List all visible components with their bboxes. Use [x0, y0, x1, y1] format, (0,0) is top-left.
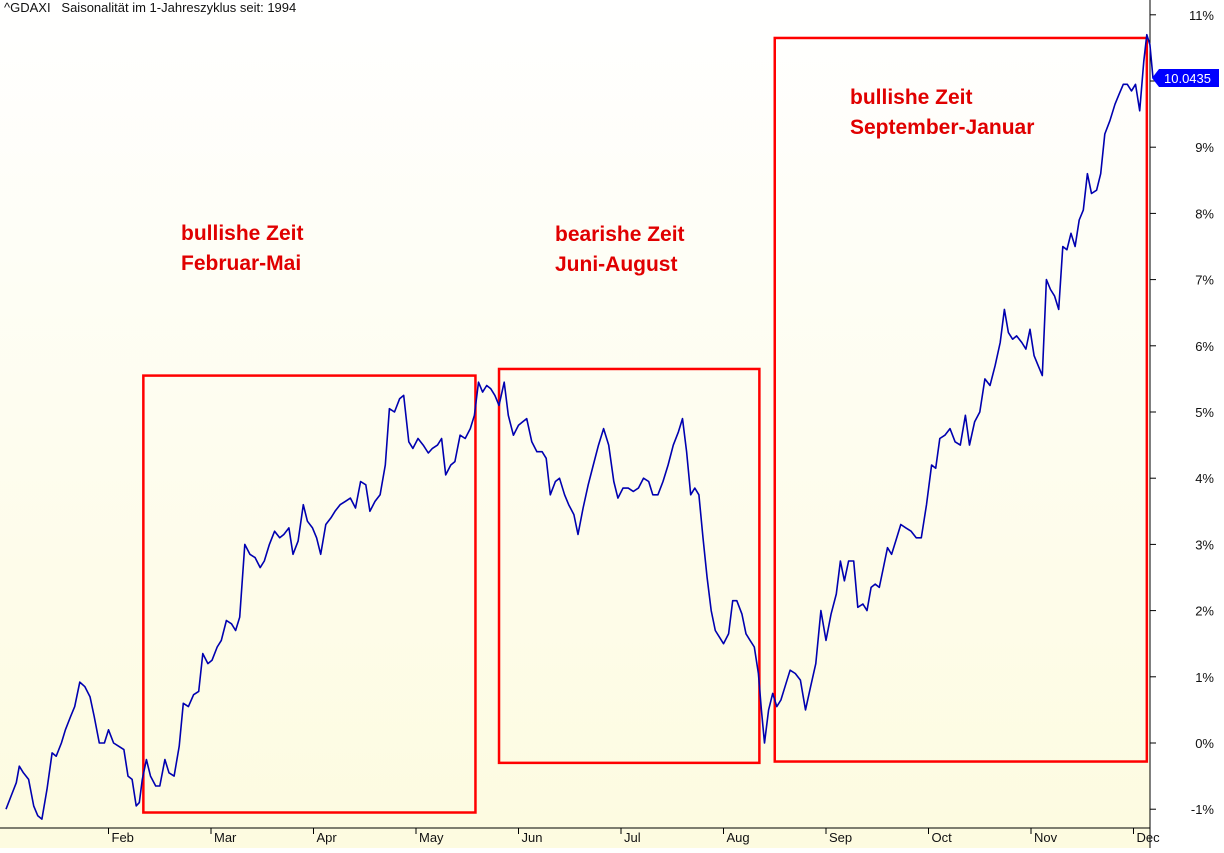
- price-tag-shape: [1152, 69, 1219, 87]
- annotation-2-line2: Juni-August: [555, 253, 677, 276]
- annotation-layer: bullishe Zeit Februar-Mai bearishe Zeit …: [181, 86, 1034, 276]
- highlight-box-1: [142, 374, 477, 814]
- x-tick-label-aug: Aug: [727, 830, 750, 845]
- chart-header: ^GDAXI Saisonalität im 1-Jahreszyklus se…: [4, 0, 296, 15]
- y-tick-label-9: 8%: [1195, 206, 1214, 221]
- y-axis-panel: [1150, 0, 1224, 848]
- y-tick-label-0: -1%: [1191, 802, 1215, 817]
- highlight-box-3: [773, 36, 1149, 763]
- x-tick-label-nov: Nov: [1034, 830, 1058, 845]
- y-tick-label-3: 2%: [1195, 604, 1214, 619]
- x-tick-label-dec: Dec: [1137, 830, 1161, 845]
- x-tick-label-jun: Jun: [522, 830, 543, 845]
- annotation-1-line2: Februar-Mai: [181, 252, 301, 275]
- series-layer: [5, 33, 1154, 820]
- annotation-1-line1: bullishe Zeit: [181, 222, 304, 245]
- y-tick-label-1: 0%: [1195, 736, 1214, 751]
- chart-subtitle: Saisonalität im 1-Jahreszyklus seit: 199…: [61, 0, 297, 15]
- highlight-boxes: [142, 36, 1149, 814]
- y-axis-ticks: -1%0%1%2%3%4%5%6%7%8%9%10%11%: [1150, 8, 1214, 817]
- y-tick-label-5: 4%: [1195, 471, 1214, 486]
- annotation-3-line2: September-Januar: [850, 116, 1034, 139]
- x-tick-label-oct: Oct: [932, 830, 953, 845]
- y-tick-label-8: 7%: [1195, 273, 1214, 288]
- last-value-tag: 10.0435: [1152, 69, 1219, 87]
- x-tick-label-may: May: [419, 830, 444, 845]
- y-tick-label-12: 11%: [1189, 8, 1214, 23]
- y-tick-label-6: 5%: [1195, 405, 1214, 420]
- x-axis-ticks: Feb Mar Apr May Jun Jul Aug Sep Oct Nov Dec: [108, 828, 1161, 845]
- y-tick-label-10: 9%: [1195, 140, 1214, 155]
- annotation-2-line1: bearishe Zeit: [555, 223, 685, 246]
- annotation-3-line1: bullishe Zeit: [850, 86, 973, 109]
- x-tick-label-sep: Sep: [829, 830, 852, 845]
- y-tick-label-7: 6%: [1195, 339, 1214, 354]
- x-tick-label-apr: Apr: [317, 830, 338, 845]
- x-tick-label-mar: Mar: [214, 830, 237, 845]
- series-line-1: [5, 33, 1154, 820]
- highlight-box-2: [497, 367, 761, 765]
- price-tag-value: 10.0435: [1164, 71, 1211, 86]
- y-tick-label-4: 3%: [1195, 537, 1214, 552]
- y-tick-label-2: 1%: [1195, 670, 1214, 685]
- x-tick-label-feb: Feb: [112, 830, 134, 845]
- plot-background: [0, 0, 1150, 848]
- x-tick-label-jul: Jul: [624, 830, 641, 845]
- ticker-symbol: ^GDAXI: [4, 0, 51, 15]
